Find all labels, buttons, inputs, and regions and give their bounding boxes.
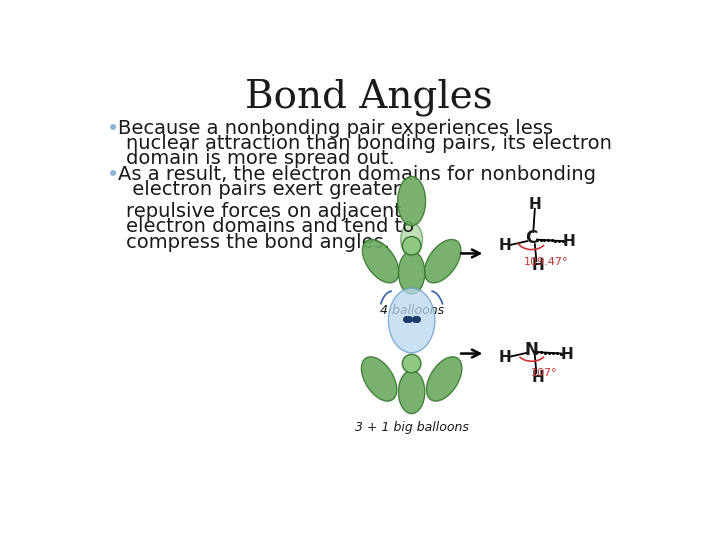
Ellipse shape (401, 222, 423, 256)
Text: As a result, the electron domains for nonbonding: As a result, the electron domains for no… (118, 165, 596, 184)
Circle shape (402, 354, 421, 373)
Text: Because a nonbonding pair experiences less: Because a nonbonding pair experiences le… (118, 119, 553, 138)
Text: 107°: 107° (531, 368, 557, 378)
Circle shape (402, 237, 421, 255)
Text: C: C (526, 229, 538, 247)
Text: H: H (531, 258, 544, 273)
Text: domain is more spread out.: domain is more spread out. (126, 150, 395, 168)
Text: Bond Angles: Bond Angles (246, 79, 492, 116)
Ellipse shape (362, 239, 399, 283)
Text: 4 balloons: 4 balloons (379, 303, 444, 316)
Ellipse shape (398, 370, 425, 414)
Text: nuclear attraction than bonding pairs, its electron: nuclear attraction than bonding pairs, i… (126, 134, 611, 153)
Text: N: N (525, 341, 539, 359)
Text: 109.47°: 109.47° (523, 256, 568, 267)
Ellipse shape (426, 357, 462, 401)
Text: H: H (531, 370, 544, 385)
Text: H: H (499, 238, 512, 253)
Text: H: H (561, 347, 574, 362)
Text: H: H (499, 350, 512, 365)
Ellipse shape (424, 239, 461, 283)
Text: 3 + 1 big balloons: 3 + 1 big balloons (355, 421, 469, 434)
Ellipse shape (361, 357, 397, 401)
Text: repulsive forces on adjacent: repulsive forces on adjacent (126, 202, 402, 221)
Text: electron pairs exert greater: electron pairs exert greater (126, 180, 400, 199)
Text: •: • (107, 165, 120, 185)
Ellipse shape (398, 251, 425, 294)
Text: electron domains and tend to: electron domains and tend to (126, 217, 414, 237)
Ellipse shape (397, 177, 426, 226)
Text: H: H (528, 197, 541, 212)
Text: compress the bond angles.: compress the bond angles. (126, 233, 390, 252)
Ellipse shape (388, 288, 435, 353)
Text: •: • (107, 119, 120, 139)
Text: H: H (562, 234, 575, 248)
